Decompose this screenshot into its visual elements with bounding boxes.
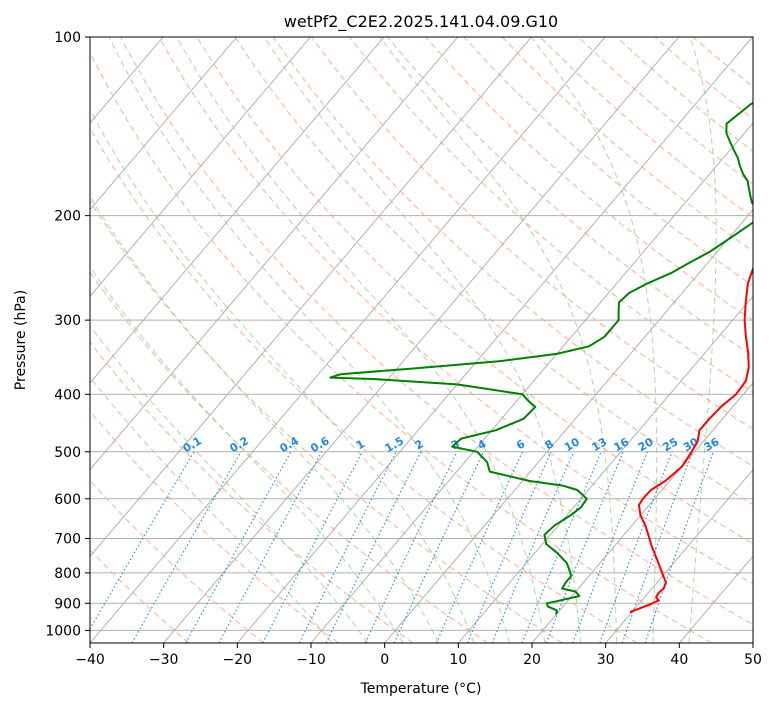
x-tick-label: 20 (523, 652, 541, 668)
dry-adiabat-line (692, 37, 753, 88)
mixing-ratio-label: 4 (475, 437, 488, 452)
dry-adiabat-line (90, 549, 190, 643)
dry-adiabat-line (272, 37, 753, 467)
isotherm-line (457, 295, 753, 643)
mixing-ratio-line (393, 451, 485, 643)
isotherm-line (605, 468, 753, 643)
moist-adiabat-line (90, 265, 404, 643)
isotherm-line (90, 37, 385, 384)
mixing-ratio-line (218, 451, 323, 643)
isotherm-line (90, 37, 311, 298)
mixing-ratio-line (298, 451, 397, 643)
y-tick-label: 100 (54, 30, 81, 46)
dry-adiabat-line (90, 341, 414, 643)
mixing-ratio-label: 6 (514, 437, 527, 452)
mixing-ratio-line (644, 451, 714, 643)
dry-adiabat-line (120, 37, 753, 625)
mixing-ratio-line (185, 451, 292, 643)
dry-adiabat-line (196, 37, 753, 545)
mixing-ratio-line (466, 451, 552, 643)
x-tick-label: −30 (149, 652, 179, 668)
moist-adiabat-line (530, 37, 658, 643)
moist-adiabat-line (688, 37, 717, 643)
x-tick-label: 50 (744, 652, 762, 668)
dry-adiabat-label: 20 (0, 26, 16, 46)
y-axis-label: Pressure (hPa) (13, 290, 29, 390)
dry-adiabat-line (310, 37, 753, 430)
isotherm-line (531, 382, 753, 643)
y-tick-label: 800 (54, 566, 81, 582)
mixing-ratio-line (325, 451, 422, 643)
y-axis: 100 200 300 400 500 600 700 800 900 1000 (45, 30, 90, 639)
x-tick-label: −40 (75, 652, 105, 668)
chart-title: wetPf2_C2E2.2025.141.04.09.G10 (284, 12, 558, 32)
y-tick-label: 400 (54, 387, 81, 403)
mixing-ratio-line (599, 451, 673, 643)
mixing-ratio-line (491, 451, 575, 643)
dry-adiabat-line (90, 51, 712, 643)
mixing-ratio-label: 2 (413, 437, 426, 452)
dry-adiabat-line (90, 479, 264, 643)
mixing-ratio-line (364, 451, 458, 643)
dry-adiabat-line (90, 127, 638, 643)
y-tick-label: 600 (54, 492, 81, 508)
background-lines (90, 37, 753, 643)
x-axis-label: Temperature (°C) (360, 681, 482, 697)
dry-adiabat-line (90, 271, 488, 643)
dry-adiabat-line (158, 37, 753, 585)
y-tick-label: 900 (54, 596, 81, 612)
isotherm-line (90, 37, 459, 471)
dry-adiabat-line (90, 200, 563, 643)
isotherm-line (90, 37, 238, 211)
mixing-ratio-line (90, 451, 195, 630)
x-tick-label: −20 (223, 652, 253, 668)
mixing-ratio-line (621, 451, 694, 643)
dewpoint-profile (329, 101, 753, 615)
plot-frame (89, 36, 754, 644)
isotherm-line (384, 208, 753, 643)
isotherm-line (236, 37, 753, 643)
dry-adiabat-line (349, 37, 753, 393)
y-tick-label: 700 (54, 532, 81, 548)
moist-adiabat-line (176, 37, 546, 643)
dry-adiabat-line (463, 37, 753, 287)
isotherm-line (90, 37, 606, 643)
mixing-ratio-line (521, 451, 602, 643)
moist-adiabat-line (379, 37, 618, 643)
dry-adiabat-line (234, 37, 753, 506)
y-tick-label: 200 (54, 209, 81, 225)
mixing-ratio-line (545, 451, 624, 643)
isotherm-line (752, 642, 753, 643)
sounding-profiles (329, 101, 753, 615)
x-tick-label: 0 (380, 652, 389, 668)
mixing-ratio-line (131, 451, 242, 643)
isotherm-line (90, 37, 532, 558)
moist-adiabat-line (90, 376, 333, 643)
moist-adiabat-line (90, 324, 369, 643)
dry-adiabat-line (654, 37, 753, 120)
x-axis: −40 −30 −20 −10 0 10 20 30 40 50 (75, 643, 762, 668)
y-tick-label: 1000 (45, 623, 81, 639)
x-tick-label: −10 (296, 652, 326, 668)
moist-adiabat-line (90, 108, 475, 643)
moist-adiabat-line (90, 195, 439, 643)
temperature-profile (629, 265, 753, 614)
dry-adiabat-label: 30 (34, 26, 54, 46)
isotherm-line (163, 37, 680, 643)
y-tick-label: 300 (54, 313, 81, 329)
dry-adiabat-line (90, 410, 339, 643)
x-tick-label: 40 (670, 652, 688, 668)
moist-adiabat-line (263, 37, 582, 643)
dry-adiabat-line (539, 37, 753, 219)
mixing-ratio-line (572, 451, 649, 643)
moist-adiabat-line (108, 37, 510, 643)
x-tick-label: 30 (597, 652, 615, 668)
mixing-ratio-label: 8 (543, 437, 556, 452)
x-tick-label: 10 (449, 652, 467, 668)
y-tick-label: 500 (54, 445, 81, 461)
